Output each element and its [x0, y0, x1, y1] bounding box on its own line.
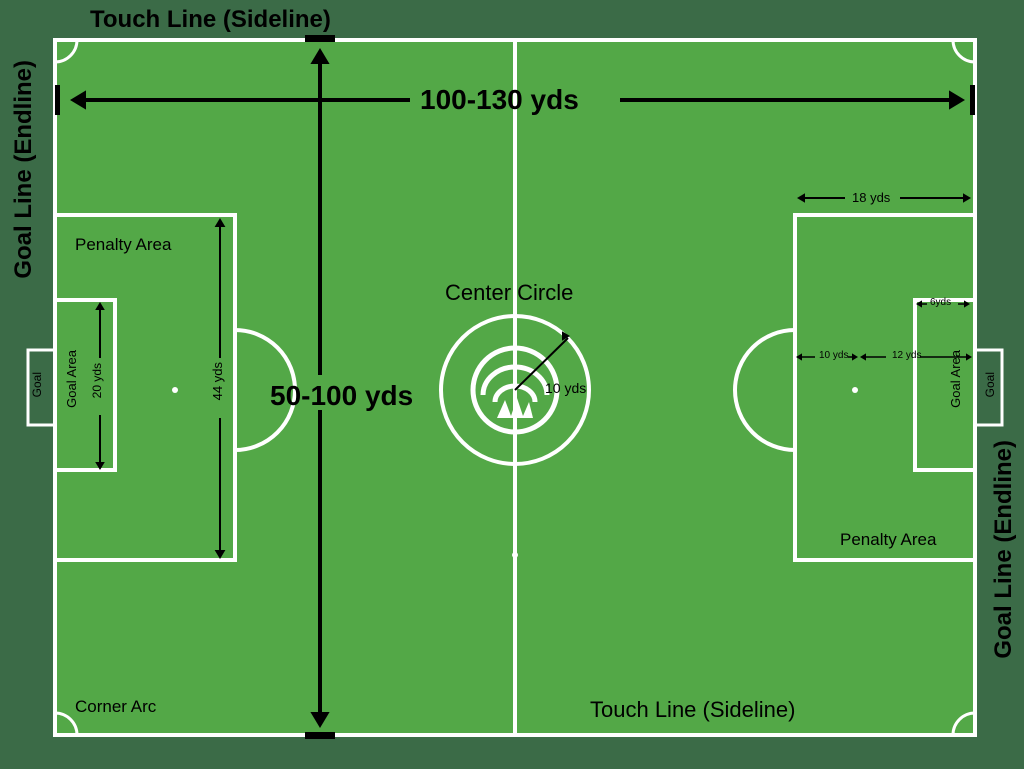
goal-area-right-label: Goal Area — [948, 350, 963, 408]
goal-line-left-label: Goal Line (Endline) — [10, 60, 38, 279]
goal-right-label: Goal — [983, 372, 997, 397]
field-width-label: 100-130 yds — [420, 84, 579, 116]
touch-line-top-label: Touch Line (Sideline) — [90, 6, 331, 34]
goal-area-left-label: Goal Area — [64, 350, 79, 408]
goal-line-right-label: Goal Line (Endline) — [990, 440, 1018, 659]
dim-44yds-label: 44 yds — [210, 362, 225, 400]
goal-left-label: Goal — [30, 372, 44, 397]
dim-10yds-label: 10 yds — [819, 350, 848, 361]
center-circle-label: Center Circle — [445, 280, 573, 306]
dim-20yds-label: 20 yds — [90, 363, 104, 398]
touch-line-bottom-label: Touch Line (Sideline) — [590, 697, 795, 723]
corner-arc-label: Corner Arc — [75, 697, 156, 717]
dim-12yds-label: 12 yds — [892, 350, 921, 361]
field-height-label: 50-100 yds — [270, 380, 413, 412]
dim-18yds-label: 18 yds — [852, 190, 890, 205]
penalty-area-right-label: Penalty Area — [840, 530, 936, 550]
penalty-area-left-label: Penalty Area — [75, 235, 171, 255]
center-radius-label: 10 yds — [545, 380, 586, 396]
dim-6yds-label: 6yds — [930, 297, 951, 308]
